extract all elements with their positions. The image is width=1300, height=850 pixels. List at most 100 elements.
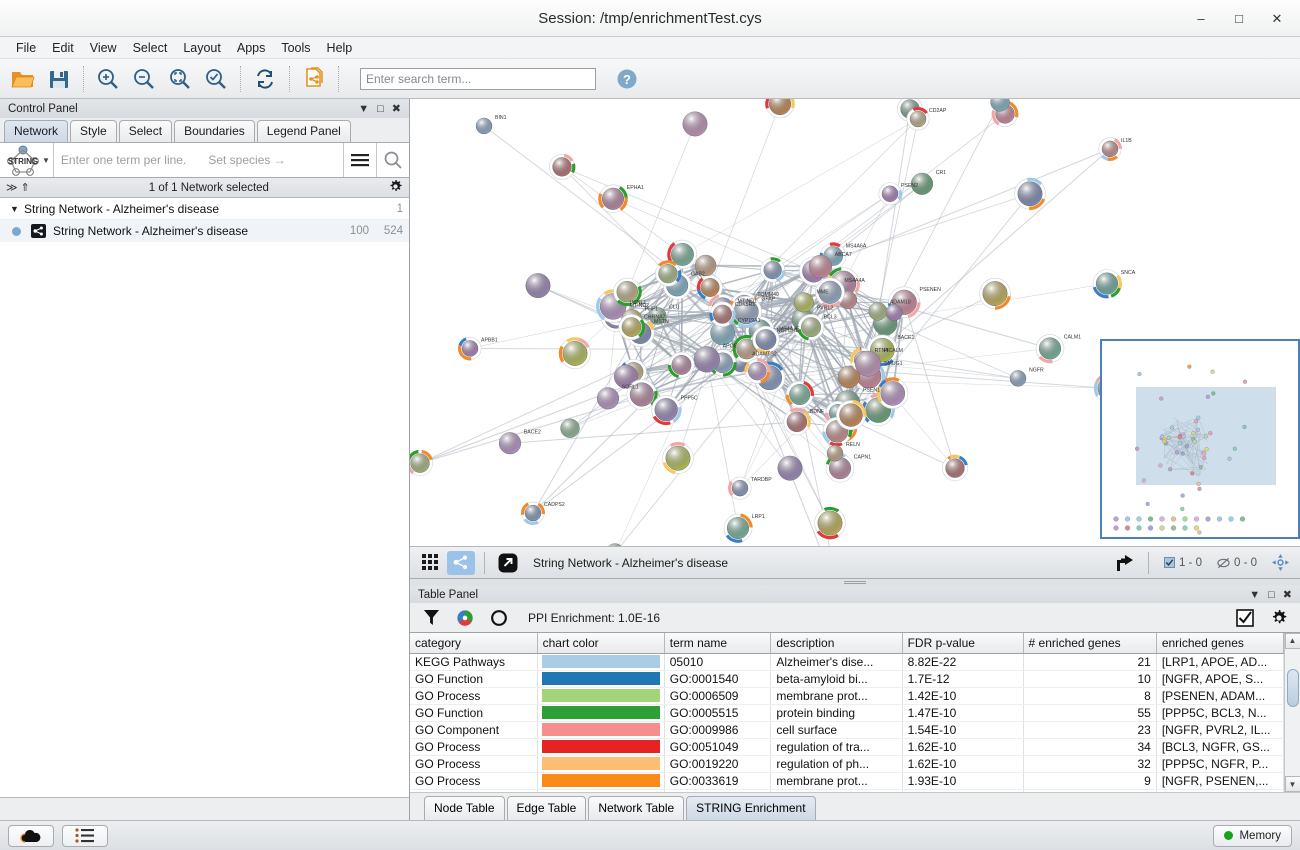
network-node[interactable]	[942, 454, 968, 482]
network-node[interactable]	[1014, 177, 1046, 210]
tree-group-row[interactable]: ▼ String Network - Alzheimer's disease 1	[0, 198, 409, 220]
pan-tool-icon[interactable]	[1266, 551, 1294, 575]
table-row[interactable]: GO Function GO:0001540 beta-amyloid bi... 1…	[410, 670, 1285, 688]
network-node[interactable]	[560, 418, 580, 438]
network-node[interactable]	[991, 100, 1019, 127]
string-logo-icon[interactable]: STRING	[0, 143, 46, 177]
network-node[interactable]	[682, 111, 708, 137]
zoom-in-icon[interactable]	[91, 62, 125, 96]
filter-icon[interactable]	[418, 606, 444, 630]
network-node[interactable]	[694, 254, 717, 277]
network-node[interactable]	[728, 476, 752, 500]
string-term-input[interactable]: Enter one term per line. Set species →	[52, 143, 343, 177]
network-node[interactable]	[667, 239, 698, 270]
network-node[interactable]	[549, 153, 576, 180]
network-canvas[interactable]: MT-ND2 MT-ND1 VSNL1 GAB2 ADAMTS2 SMUG1 TOMM40 P…	[410, 99, 1300, 547]
menu-edit[interactable]: Edit	[52, 40, 74, 55]
close-icon[interactable]: ✕	[1271, 10, 1283, 26]
open-folder-icon[interactable]	[6, 62, 40, 96]
menu-help[interactable]: Help	[326, 40, 353, 55]
network-node[interactable]	[498, 432, 522, 455]
tab-node-table[interactable]: Node Table	[424, 796, 505, 820]
network-node[interactable]	[651, 394, 682, 426]
col-term-name[interactable]: term name	[664, 632, 772, 654]
network-node[interactable]	[752, 325, 780, 354]
network-node[interactable]	[598, 184, 628, 214]
cloud-icon[interactable]	[8, 824, 54, 847]
network-node[interactable]	[783, 407, 811, 436]
string-search-icon[interactable]	[376, 143, 409, 177]
table-dropdown-icon[interactable]: ▼	[1249, 588, 1261, 601]
network-node[interactable]	[614, 364, 638, 389]
collapse-all-icon[interactable]: ≫	[6, 182, 18, 194]
network-node[interactable]	[837, 365, 861, 389]
scroll-up-icon[interactable]: ▲	[1284, 632, 1300, 649]
menu-view[interactable]: View	[89, 40, 117, 55]
network-node[interactable]	[710, 320, 735, 346]
donut-icon[interactable]	[486, 606, 512, 630]
network-node[interactable]	[1035, 334, 1065, 364]
network-node[interactable]	[1098, 137, 1122, 161]
tree-network-row[interactable]: String Network - Alzheimer's disease 100…	[0, 220, 409, 242]
set-species-link[interactable]: Set species →	[208, 153, 286, 167]
network-node[interactable]	[667, 351, 695, 379]
network-node[interactable]	[648, 307, 667, 325]
network-node[interactable]	[558, 337, 591, 370]
network-node[interactable]	[855, 350, 881, 377]
network-node[interactable]	[662, 442, 694, 475]
panel-close-icon[interactable]: ✖	[391, 103, 401, 115]
network-node[interactable]	[765, 99, 795, 119]
detach-view-icon[interactable]	[494, 551, 522, 575]
network-node[interactable]	[815, 277, 845, 308]
network-graph[interactable]: MT-ND2 MT-ND1 VSNL1 GAB2 ADAMTS2 SMUG1 TOMM40 P…	[410, 99, 1300, 546]
task-list-icon[interactable]	[62, 824, 108, 847]
network-node[interactable]	[910, 172, 934, 195]
scroll-down-icon[interactable]: ▼	[1284, 776, 1300, 792]
memory-status-button[interactable]: Memory	[1213, 824, 1292, 847]
hidden-nodes-indicator[interactable]: 0 - 0	[1211, 557, 1263, 569]
network-node[interactable]	[1009, 370, 1027, 387]
zoom-fit-icon[interactable]	[163, 62, 197, 96]
network-node[interactable]	[760, 257, 786, 283]
menu-file[interactable]: File	[16, 40, 37, 55]
network-node[interactable]	[693, 346, 720, 373]
network-node[interactable]	[866, 334, 898, 367]
network-node[interactable]	[410, 449, 433, 477]
network-node[interactable]	[744, 358, 771, 384]
network-node[interactable]	[696, 274, 723, 301]
table-close-icon[interactable]: ✖	[1282, 589, 1292, 602]
table-row[interactable]: GO Process GO:0006509 membrane prot... 1.42…	[410, 687, 1285, 705]
menu-apps[interactable]: Apps	[236, 40, 266, 55]
network-node[interactable]	[836, 399, 867, 431]
network-node[interactable]	[777, 455, 803, 481]
network-node[interactable]	[979, 277, 1011, 310]
network-node[interactable]	[793, 292, 814, 313]
menu-layout[interactable]: Layout	[183, 40, 221, 55]
col-description[interactable]: description	[770, 632, 903, 654]
zoom-out-icon[interactable]	[127, 62, 161, 96]
network-node[interactable]	[808, 254, 833, 279]
network-node[interactable]	[458, 336, 482, 361]
network-node[interactable]	[814, 506, 846, 540]
maximize-icon[interactable]: □	[1235, 11, 1243, 26]
select-all-checkbox-icon[interactable]	[1232, 606, 1258, 630]
table-row[interactable]: GO Process GO:0019220 regulation of ph... 1…	[410, 755, 1285, 773]
network-node[interactable]	[990, 99, 1010, 112]
tab-edge-table[interactable]: Edge Table	[506, 796, 587, 820]
col-fdr-pvalue[interactable]: FDR p-value	[902, 632, 1024, 654]
menu-tools[interactable]: Tools	[281, 40, 311, 55]
network-node[interactable]	[826, 444, 844, 462]
tree-expand-icon[interactable]: ▼	[10, 203, 19, 214]
selected-nodes-indicator[interactable]: 1 - 0	[1158, 557, 1208, 569]
tab-string-enrichment[interactable]: STRING Enrichment	[686, 796, 816, 820]
network-node[interactable]	[613, 277, 642, 307]
table-float-icon[interactable]: □	[1268, 588, 1275, 601]
tab-select[interactable]: Select	[118, 120, 173, 142]
network-node[interactable]	[618, 314, 646, 341]
network-node[interactable]	[525, 273, 551, 299]
export-network-icon[interactable]	[297, 62, 331, 96]
network-node[interactable]	[876, 377, 909, 409]
network-node[interactable]	[730, 296, 762, 328]
grid-layout-icon[interactable]	[416, 551, 444, 575]
panel-float-icon[interactable]: □	[377, 102, 384, 115]
